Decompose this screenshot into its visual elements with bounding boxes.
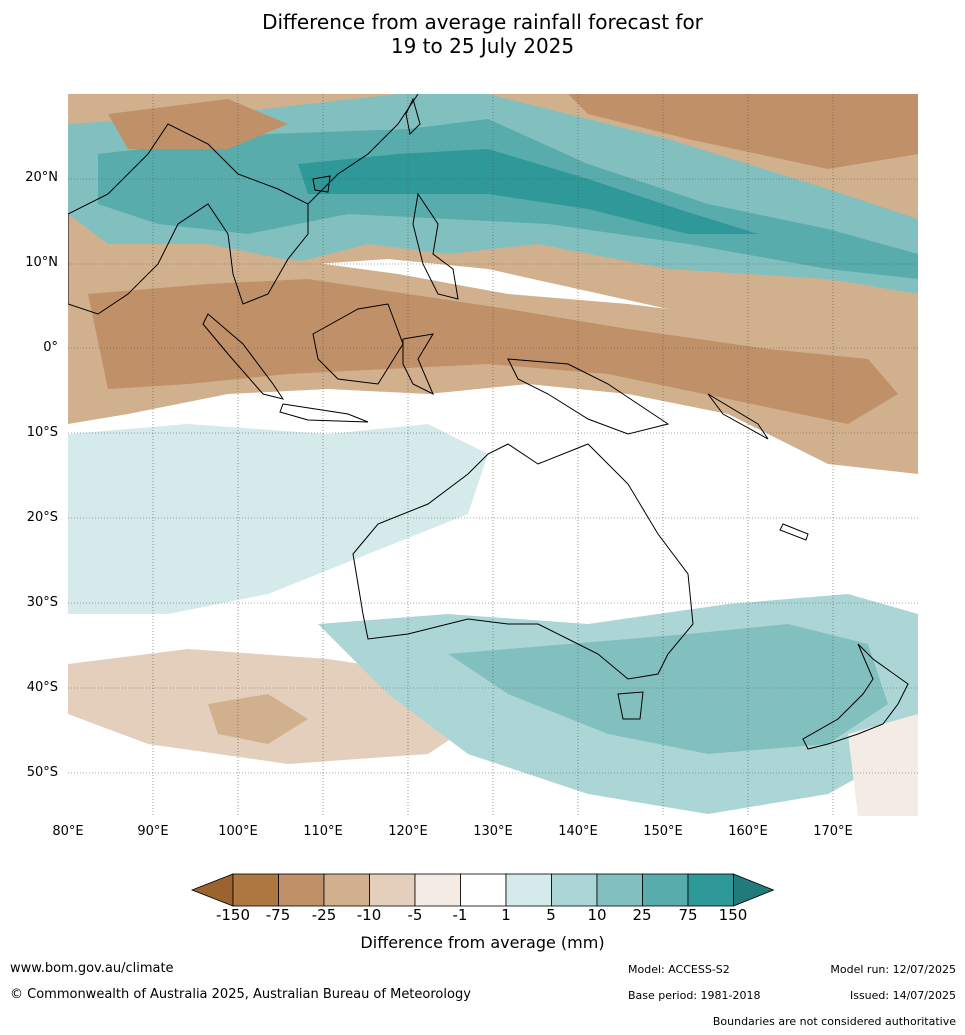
map-svg xyxy=(68,94,918,816)
lat-tick-40s: 40°S xyxy=(26,680,58,695)
north-wet-peak xyxy=(298,149,758,234)
title-line-1: Difference from average rainfall forecas… xyxy=(262,10,703,34)
colorbar-label: -5 xyxy=(407,906,423,924)
lat-tick-30s: 30°S xyxy=(26,595,58,610)
asia-mainland-coast xyxy=(68,123,309,315)
tasman-wet-core xyxy=(448,624,888,754)
colorbar-label: -75 xyxy=(265,906,291,924)
title-line-2: 19 to 25 July 2025 xyxy=(390,34,575,58)
south-light-wet-west xyxy=(68,424,488,614)
colorbar-label: -150 xyxy=(215,906,251,924)
lat-tick-50s: 50°S xyxy=(26,765,58,780)
lon-tick-170e: 170°E xyxy=(813,824,853,839)
borneo-coast xyxy=(312,303,404,385)
colorbar-cell xyxy=(505,873,552,907)
new-caledonia-coast xyxy=(779,523,809,541)
colorbar-cell xyxy=(642,873,689,907)
graticule xyxy=(68,94,918,816)
bom-url: www.bom.gov.au/climate xyxy=(10,961,174,976)
taiwan-coast xyxy=(405,97,421,136)
colorbar-label: 25 xyxy=(632,906,652,924)
colorbar-label: 75 xyxy=(678,906,698,924)
lon-tick-90e: 90°E xyxy=(137,824,169,839)
far-east-dry xyxy=(848,714,918,816)
north-east-dry xyxy=(568,94,918,169)
colorbar-label: 10 xyxy=(587,906,607,924)
colorbar-extend-high xyxy=(733,873,775,907)
rainfall-map xyxy=(68,94,918,816)
lat-tick-20s: 20°S xyxy=(26,510,58,525)
colorbar-label: -25 xyxy=(311,906,337,924)
sulawesi-coast xyxy=(402,333,434,396)
colorbar-cell xyxy=(323,873,370,907)
new-guinea-coast xyxy=(507,358,670,435)
colorbar-label: 5 xyxy=(546,906,556,924)
lon-tick-80e: 80°E xyxy=(52,824,84,839)
colorbar xyxy=(190,873,775,907)
coastlines xyxy=(68,94,909,750)
lon-tick-100e: 100°E xyxy=(218,824,258,839)
south-dry-west-core xyxy=(208,694,308,744)
china-coast xyxy=(307,94,419,205)
java-coast xyxy=(279,403,369,423)
lon-tick-120e: 120°E xyxy=(388,824,428,839)
colorbar-label: 150 xyxy=(718,906,748,924)
lat-tick-0: 0° xyxy=(43,340,58,355)
australia-coast xyxy=(352,443,694,680)
colorbar-label: -1 xyxy=(452,906,468,924)
tasmania-coast xyxy=(617,691,644,720)
colorbar-cell xyxy=(232,873,279,907)
colorbar-cell xyxy=(278,873,325,907)
solomon-coast xyxy=(707,393,769,440)
lon-tick-130e: 130°E xyxy=(473,824,513,839)
colorbar-cell xyxy=(551,873,598,907)
hainan-coast xyxy=(312,175,331,193)
boundaries-disclaimer: Boundaries are not considered authoritat… xyxy=(712,1015,956,1028)
copyright: © Commonwealth of Australia 2025, Austra… xyxy=(10,987,471,1002)
colorbar-extend-low xyxy=(190,873,234,907)
equator-dry-core xyxy=(88,279,898,424)
colorbar-cell xyxy=(460,873,507,907)
lat-tick-20n: 20°N xyxy=(25,170,58,185)
philippines-coast xyxy=(412,192,459,300)
base-period: Base period: 1981-2018 xyxy=(628,989,761,1002)
north-wet-core xyxy=(98,119,918,279)
colorbar-cell xyxy=(414,873,461,907)
lon-tick-140e: 140°E xyxy=(558,824,598,839)
colorbar-cells xyxy=(190,873,775,907)
lon-tick-160e: 160°E xyxy=(728,824,768,839)
new-zealand-coast xyxy=(802,643,909,750)
issued-date: Issued: 14/07/2025 xyxy=(849,989,956,1002)
colorbar-label: 1 xyxy=(501,906,511,924)
lon-tick-110e: 110°E xyxy=(303,824,343,839)
colorbar-cell xyxy=(687,873,734,907)
colorbar-label: -10 xyxy=(356,906,382,924)
lon-tick-150e: 150°E xyxy=(643,824,683,839)
colorbar-cell xyxy=(369,873,416,907)
model-run: Model run: 12/07/2025 xyxy=(830,963,956,976)
sumatra-coast xyxy=(202,313,285,400)
colorbar-title: Difference from average (mm) xyxy=(360,933,605,952)
lat-tick-10n: 10°N xyxy=(25,255,58,270)
map-title: Difference from average rainfall forecas… xyxy=(0,10,965,58)
colorbar-cell xyxy=(596,873,643,907)
lat-tick-10s: 10°S xyxy=(26,425,58,440)
model-name: Model: ACCESS-S2 xyxy=(628,963,730,976)
